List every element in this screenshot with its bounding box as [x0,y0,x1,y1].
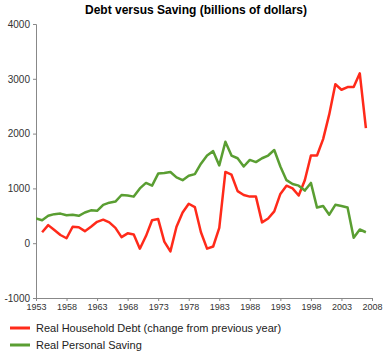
y-tick: 4000 [8,19,36,30]
y-tick: 1000 [8,183,36,194]
y-tick-label: 3000 [8,74,31,85]
x-tick-mark [250,298,251,301]
x-tick: 1983 [210,298,230,312]
legend-swatch [10,327,30,330]
x-tick-mark [97,298,98,301]
legend: Real Household Debt (change from previou… [10,322,281,351]
y-tick-label: 2000 [8,128,31,139]
y-tick-label: 0 [24,238,30,249]
x-tick-mark [280,298,281,301]
x-tick: 1968 [118,298,138,312]
series-line [36,142,366,238]
x-tick-label: 1993 [271,302,291,312]
x-tick-label: 1953 [26,302,46,312]
y-tick-mark [33,79,36,80]
x-tick: 1963 [88,298,108,312]
y-tick-mark [33,24,36,25]
y-tick: 2000 [8,128,36,139]
x-tick: 1978 [179,298,199,312]
y-axis-line [33,25,37,299]
x-tick: 2003 [332,298,352,312]
x-tick-label: 1978 [179,302,199,312]
x-tick-mark [158,298,159,301]
x-tick-label: 1973 [149,302,169,312]
x-tick-mark [219,298,220,301]
x-tick: 1993 [271,298,291,312]
x-tick-label: 1958 [57,302,77,312]
x-tick-label: 1963 [88,302,108,312]
legend-label: Real Household Debt (change from previou… [36,322,281,334]
legend-swatch [10,344,30,347]
plot-area [36,73,366,251]
x-tick-label: 2008 [362,302,382,312]
x-tick-label: 2003 [332,302,352,312]
x-tick-mark [36,298,37,301]
x-tick: 1958 [57,298,77,312]
legend-label: Real Personal Saving [36,339,142,351]
y-tick-mark [33,243,36,244]
y-tick-mark [33,134,36,135]
x-tick-mark [189,298,190,301]
x-tick-label: 1983 [210,302,230,312]
x-axis-line [37,299,373,302]
x-tick-mark [372,298,373,301]
y-axis: -100001000200030004000 [4,19,36,304]
y-tick-label: 1000 [8,183,31,194]
y-tick-label: 4000 [8,19,31,30]
x-tick-mark [128,298,129,301]
x-tick: 1953 [26,298,46,312]
title: Debt versus Saving (billions of dollars) [85,3,307,17]
x-tick: 1973 [149,298,169,312]
y-tick-mark [33,298,36,299]
x-tick: 2008 [362,298,382,312]
x-axis: 1953 1958 1963 1968 1973 1978 1983 1988 1993 1998… [26,298,382,312]
x-tick-mark [311,298,312,301]
x-tick-label: 1998 [301,302,321,312]
x-tick-label: 1968 [118,302,138,312]
y-tick: 0 [24,238,36,249]
chart: Debt versus Saving (billions of dollars)… [0,0,392,360]
series-line [42,73,366,251]
y-tick-mark [33,188,36,189]
x-tick: 1988 [240,298,260,312]
x-tick-label: 1988 [240,302,260,312]
x-tick: 1998 [301,298,321,312]
x-tick-mark [341,298,342,301]
x-tick-mark [67,298,68,301]
y-tick: 3000 [8,74,36,85]
